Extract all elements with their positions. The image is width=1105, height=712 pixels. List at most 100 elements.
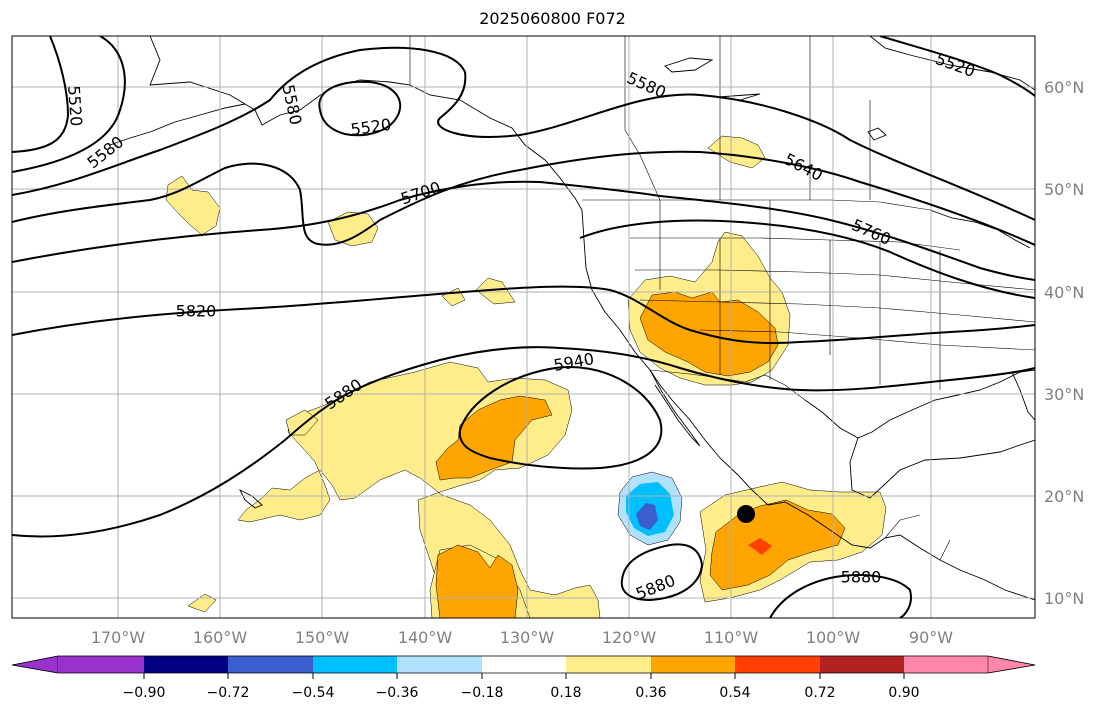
colorbar-segment: [820, 656, 904, 673]
border-canada-provinces: [624, 36, 871, 201]
contour-label: 5520: [349, 115, 392, 139]
storm-position-marker: [737, 505, 755, 523]
contour-label: 5760: [849, 215, 894, 249]
border-us-mexico: [649, 369, 806, 401]
contour-5580-west: [12, 36, 126, 173]
shade-light-6: [327, 211, 379, 247]
colorbar-tick-label: 0.36: [635, 685, 666, 701]
shade-light-1: [237, 361, 601, 618]
border-central-america: [884, 514, 951, 561]
shade-neg-dark: [636, 503, 658, 530]
contour-5580-upper: [12, 46, 1035, 221]
map-content: 5520 5520 5580 5580 5580 5520 5640 5700 …: [12, 36, 1035, 618]
contour-label: 5580: [83, 132, 127, 172]
lon-tick-label: 160°W: [193, 628, 248, 647]
lon-tick-label: 100°W: [806, 628, 861, 647]
lon-tick-label: 140°W: [398, 628, 453, 647]
shade-orange-2: [435, 544, 519, 618]
contour-label: 5520: [933, 49, 978, 81]
colorbar-ticks: [143, 673, 905, 679]
contour-5760: [579, 219, 1035, 299]
yucatan: [849, 437, 1035, 499]
shade-orange-3: [639, 291, 779, 377]
lon-tick-label: 150°W: [295, 628, 350, 647]
border-us-states-3: [639, 299, 1035, 323]
shade-light-10: [187, 593, 217, 613]
contour-5880-main: [12, 346, 1035, 538]
colorbar-extend-low: [11, 655, 59, 674]
colorbar-segment: [144, 656, 228, 673]
colorbar-tick-label: −0.54: [292, 685, 335, 701]
lat-tick-label: 50°N: [1044, 180, 1084, 199]
contour-5880-se: [769, 574, 912, 618]
lat-tick-labels: 60°N 50°N 40°N 30°N 20°N 10°N: [1044, 78, 1084, 608]
map-title: 2025060800 F072: [479, 9, 626, 28]
contour-5520-east: [879, 36, 1035, 97]
contour-label: 5940: [552, 349, 595, 375]
island-2: [664, 57, 714, 73]
contour-label: 5700: [398, 178, 443, 209]
colorbar-segment: [735, 656, 820, 673]
colorbar-tick-label: 0.90: [888, 685, 919, 701]
colorbar-segment: [566, 656, 651, 673]
lat-tick-label: 60°N: [1044, 78, 1084, 97]
baja-peninsula: [649, 369, 701, 447]
lon-tick-label: 170°W: [91, 628, 146, 647]
shade-light-7: [707, 135, 766, 169]
na-west-coast: [581, 209, 1035, 601]
colorbar-tick-label: 0.72: [804, 685, 835, 701]
shade-red-1: [748, 538, 772, 555]
lat-tick-label: 10°N: [1044, 589, 1084, 608]
colorbar-tick-label: 0.54: [719, 685, 750, 701]
lat-tick-label: 40°N: [1044, 283, 1084, 302]
lon-tick-label: 120°W: [602, 628, 657, 647]
coastline-layer: [109, 36, 1035, 601]
contour-label: 5520: [64, 85, 86, 127]
gulf-of-mexico-coast: [804, 369, 1035, 439]
aleutian-chain: [109, 103, 246, 146]
contour-5880-south: [620, 543, 704, 602]
contour-label: 5820: [176, 302, 217, 321]
colorbar-segment: [651, 656, 735, 673]
colorbar-tick-label: −0.36: [376, 685, 419, 701]
contour-label: 5640: [781, 149, 826, 184]
lon-tick-labels: 170°W 160°W 150°W 140°W 130°W 120°W 110°…: [91, 628, 953, 647]
colorbar-outline: [11, 655, 1036, 674]
colorbar-segment: [58, 656, 144, 673]
border-canada-us: [582, 199, 931, 211]
map-frame: [11, 35, 1036, 619]
colorbar-tick-label: −0.18: [461, 685, 504, 701]
border-us-states-5: [659, 200, 941, 390]
colorbar-extend-high: [987, 655, 1036, 674]
colorbar-segment: [482, 656, 566, 673]
florida: [1011, 371, 1035, 421]
colorbar-segment: [313, 656, 397, 673]
contour-label: 5880: [841, 568, 882, 587]
lat-tick-label: 20°N: [1044, 487, 1084, 506]
great-lakes: [929, 209, 1031, 249]
colorbar-segment: [397, 656, 482, 673]
colorbar: −0.90 −0.72 −0.54 −0.36 −0.18 0.18 0.36 …: [11, 655, 1036, 701]
contour-label: 5580: [624, 68, 669, 102]
shade-light-11: [285, 409, 319, 436]
contour-5700: [12, 180, 1035, 281]
contour-5940: [458, 366, 663, 470]
colorbar-segment: [228, 656, 313, 673]
contour-5640: [12, 150, 1035, 246]
colorbar-tick-label: −0.90: [123, 685, 166, 701]
shade-light-8: [441, 287, 466, 307]
contour-5520-low: [318, 80, 402, 137]
border-us-states-2: [635, 269, 1035, 291]
contour-5520-west: [12, 36, 70, 153]
lon-tick-label: 130°W: [500, 628, 555, 647]
colorbar-segment: [904, 656, 988, 673]
island-1: [867, 127, 887, 141]
colorbar-tick-label: −0.72: [207, 685, 250, 701]
alaska-coast: [149, 36, 583, 211]
lon-tick-label: 110°W: [704, 628, 759, 647]
colorbar-tick-label: 0.18: [550, 685, 581, 701]
contour-label: 5580: [278, 83, 305, 127]
contour-5820: [12, 285, 1035, 345]
contour-layer: [12, 36, 1035, 618]
